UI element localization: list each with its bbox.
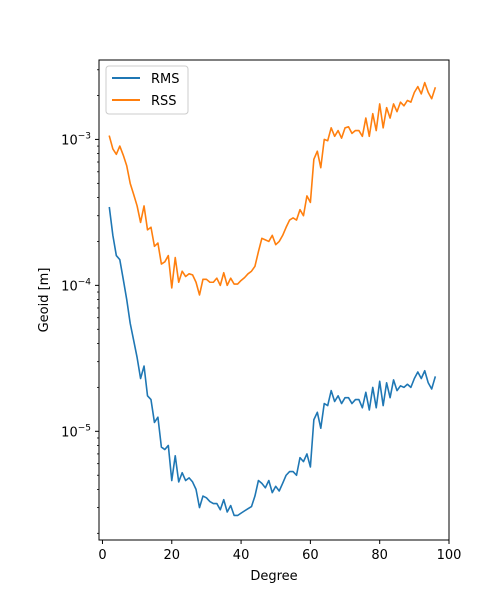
x-tick-label-60: 60 xyxy=(302,548,319,563)
x-tick-label-100: 100 xyxy=(437,548,462,563)
y-axis-label: Geoid [m] xyxy=(37,268,52,333)
legend: RMS RSS xyxy=(106,66,188,114)
x-tick-label-0: 0 xyxy=(98,548,106,563)
plot-area xyxy=(99,60,449,540)
x-tick-label-20: 20 xyxy=(163,548,180,563)
x-tick-label-80: 80 xyxy=(371,548,388,563)
x-axis-label: Degree xyxy=(250,569,297,584)
x-tick-label-40: 40 xyxy=(233,548,250,563)
legend-label-rms: RMS xyxy=(151,72,180,87)
legend-label-rss: RSS xyxy=(151,94,177,109)
